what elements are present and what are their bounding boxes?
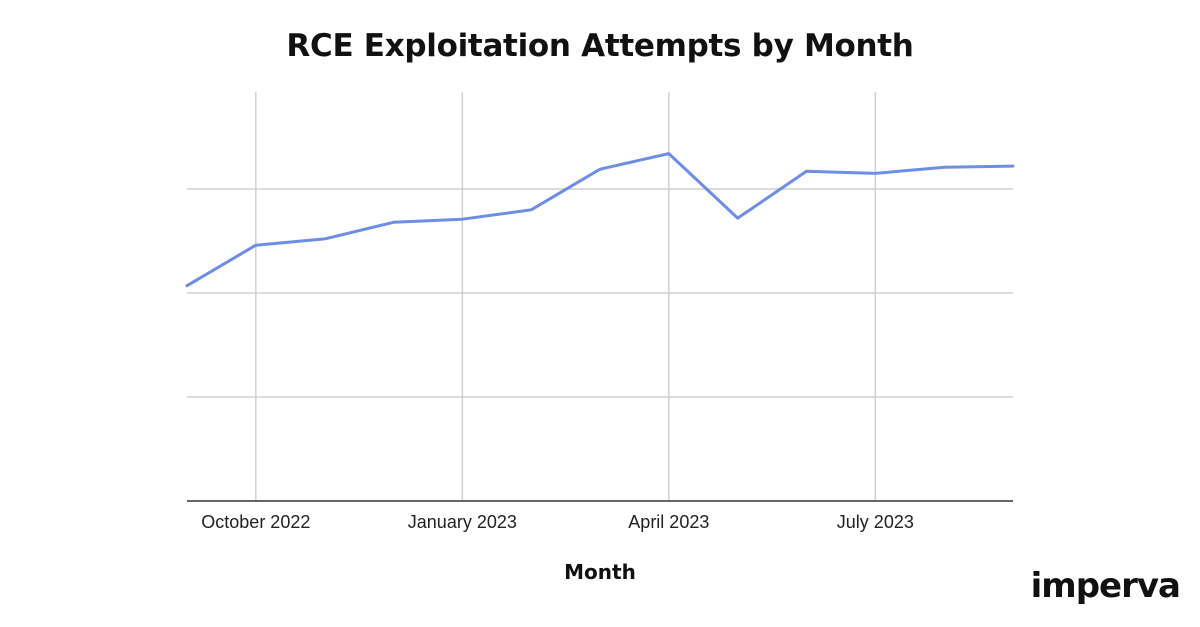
x-tick-labels: October 2022 January 2023 April 2023 July 2… <box>201 512 914 532</box>
x-tick-label: July 2023 <box>837 512 914 532</box>
horizontal-gridlines <box>187 188 1013 398</box>
x-tick-label: April 2023 <box>628 512 709 532</box>
imperva-logo: imperva <box>1030 566 1181 606</box>
series-line-1 <box>185 152 1015 288</box>
x-axis-title: Month <box>564 560 636 584</box>
chart-title: RCE Exploitation Attempts by Month <box>286 28 914 64</box>
series-group <box>185 152 1015 288</box>
x-tick-label: October 2022 <box>201 512 310 532</box>
vertical-gridlines <box>255 92 877 501</box>
x-tick-label: January 2023 <box>408 512 517 532</box>
